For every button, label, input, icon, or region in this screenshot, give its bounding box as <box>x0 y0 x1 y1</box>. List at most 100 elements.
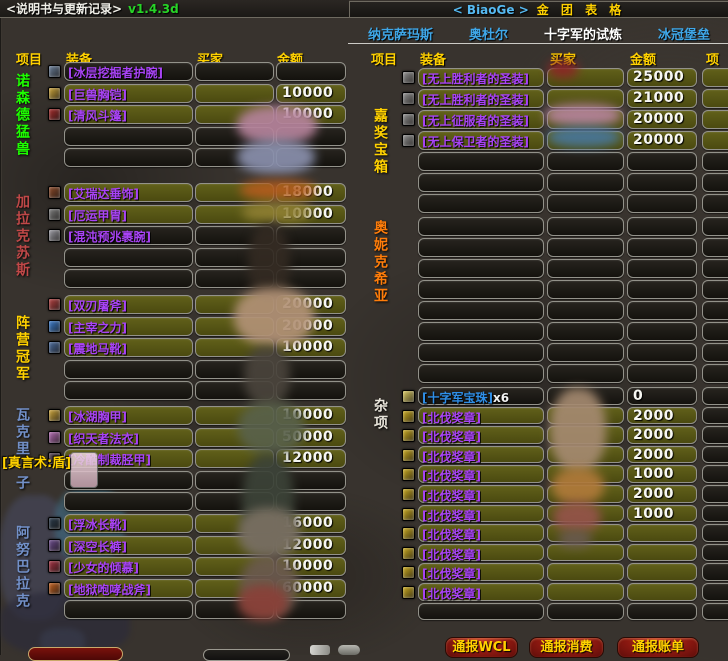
amount-field[interactable]: 20000 <box>627 131 697 150</box>
amount-field[interactable]: 20000 <box>627 110 697 129</box>
item-link[interactable]: [主宰之力] <box>68 320 127 335</box>
item-cell[interactable]: [少女的倾慕] <box>64 557 193 576</box>
amount-field[interactable] <box>627 238 697 257</box>
item-link[interactable]: [冰层挖掘者护腕] <box>68 66 163 80</box>
buyer-field[interactable] <box>547 238 624 257</box>
buyer-field[interactable] <box>547 343 624 362</box>
item-link[interactable]: [无上保卫者的圣装] <box>422 135 529 149</box>
item-cell[interactable] <box>418 364 544 383</box>
buyer-field[interactable] <box>195 83 274 103</box>
item-cell[interactable] <box>418 301 544 320</box>
item-cell[interactable]: [北伐奖章] <box>418 563 544 581</box>
item-link[interactable]: [震地马靴] <box>68 342 127 356</box>
buyer-field[interactable] <box>547 563 624 581</box>
item-link[interactable]: [少女的倾慕] <box>68 561 139 575</box>
item-cell[interactable]: [艾瑞达垂饰] <box>64 183 193 202</box>
amount-field[interactable]: 1000 <box>627 465 697 483</box>
item-cell[interactable]: [北伐奖章] <box>418 406 544 425</box>
buyer-field[interactable] <box>195 62 274 81</box>
buyer-field[interactable] <box>547 322 624 341</box>
amount-field[interactable] <box>627 194 697 213</box>
item-cell[interactable] <box>418 173 544 192</box>
buyer-field[interactable] <box>547 259 624 278</box>
item-cell[interactable]: [混沌预兆裹腕] <box>64 226 193 245</box>
item-link[interactable]: [北伐奖章] <box>422 508 481 523</box>
tab-1[interactable]: 纳克萨玛斯 <box>367 28 433 43</box>
item-cell[interactable]: [深空长裤] <box>64 535 193 555</box>
item-cell[interactable]: [清风斗篷] <box>64 105 193 124</box>
item-cell[interactable] <box>64 148 193 167</box>
item-link[interactable]: [浮冰长靴] <box>68 518 127 532</box>
amount-field[interactable]: 1000 <box>627 504 697 523</box>
buyer-field[interactable] <box>547 280 624 299</box>
item-cell[interactable]: [双刃屠斧] <box>64 295 193 314</box>
item-cell[interactable] <box>64 247 193 267</box>
item-cell[interactable] <box>418 217 544 236</box>
amount-field[interactable]: 21000 <box>627 89 697 108</box>
amount-field[interactable] <box>627 543 697 562</box>
amount-field[interactable] <box>627 583 697 601</box>
amount-field[interactable]: 10000 <box>276 83 346 103</box>
item-link[interactable]: [十字军宝珠]x6 <box>422 391 510 405</box>
item-link[interactable]: [无上征服者的圣装] <box>422 114 529 128</box>
item-cell[interactable]: [浮冰长靴] <box>64 514 193 533</box>
item-cell[interactable]: [主宰之力] <box>64 316 193 336</box>
item-link[interactable]: [北伐奖章] <box>422 567 481 582</box>
buyer-field[interactable] <box>547 364 624 383</box>
item-cell[interactable]: [无上胜利者的圣装] <box>418 89 544 108</box>
amount-field[interactable] <box>627 602 697 621</box>
item-cell[interactable]: [北伐奖章] <box>418 445 544 464</box>
item-cell[interactable] <box>64 359 193 379</box>
item-cell[interactable]: [冰层挖掘者护腕] <box>64 62 193 81</box>
amount-field[interactable] <box>627 364 697 383</box>
buyer-field[interactable] <box>547 173 624 192</box>
item-cell[interactable] <box>418 259 544 278</box>
cutoff-gray-box[interactable] <box>203 649 290 661</box>
cutoff-round-icon[interactable] <box>338 645 360 655</box>
item-cell[interactable] <box>64 269 193 288</box>
cutoff-minimap-icon[interactable] <box>310 645 330 655</box>
item-cell[interactable]: [北伐奖章] <box>418 543 544 562</box>
amount-field[interactable]: 2000 <box>627 485 697 503</box>
amount-field[interactable] <box>627 173 697 192</box>
item-link[interactable]: [混沌预兆裹腕] <box>68 230 151 244</box>
amount-field[interactable] <box>627 322 697 341</box>
item-link[interactable]: [巨兽胸铠] <box>68 87 127 102</box>
item-cell[interactable] <box>418 343 544 362</box>
item-link[interactable]: [艾瑞达垂饰] <box>68 187 139 201</box>
item-cell[interactable]: [北伐奖章] <box>418 504 544 523</box>
tab-2[interactable]: 奥杜尔 <box>468 28 508 43</box>
item-link[interactable]: [厄运甲胄] <box>68 208 127 223</box>
item-cell[interactable] <box>418 238 544 257</box>
amount-field[interactable]: 12000 <box>276 449 346 468</box>
buyer-field[interactable] <box>547 301 624 320</box>
item-link[interactable]: [北伐奖章] <box>422 528 481 543</box>
item-cell[interactable] <box>418 152 544 171</box>
amount-field[interactable]: 2000 <box>627 426 697 444</box>
item-cell[interactable] <box>64 126 193 146</box>
item-cell[interactable]: [织天者法衣] <box>64 427 193 447</box>
item-cell[interactable] <box>64 381 193 400</box>
buyer-field[interactable] <box>547 217 624 236</box>
report-consume-button[interactable]: 通报消费 <box>529 637 604 658</box>
amount-field[interactable] <box>627 152 697 171</box>
item-cell[interactable]: [厄运甲胄] <box>64 204 193 224</box>
item-cell[interactable] <box>418 194 544 213</box>
amount-field[interactable]: 25000 <box>627 68 697 87</box>
tab-4[interactable]: 冰冠堡垒 <box>657 28 710 43</box>
item-link[interactable]: [双刃屠斧] <box>68 299 127 313</box>
item-link[interactable]: [深空长裤] <box>68 539 127 554</box>
item-link[interactable]: [地狱咆哮战斧] <box>68 582 151 597</box>
item-cell[interactable] <box>418 322 544 341</box>
amount-field[interactable]: 2000 <box>627 445 697 464</box>
item-cell[interactable] <box>418 280 544 299</box>
buyer-field[interactable] <box>547 194 624 213</box>
amount-field[interactable] <box>276 62 346 81</box>
item-cell[interactable]: [北伐奖章] <box>418 426 544 444</box>
amount-field[interactable] <box>627 343 697 362</box>
buyer-field[interactable] <box>547 152 624 171</box>
amount-field[interactable] <box>627 259 697 278</box>
item-link[interactable]: [北伐奖章] <box>422 489 481 503</box>
cutoff-red-button[interactable] <box>28 647 123 661</box>
item-cell[interactable]: [北伐奖章] <box>418 583 544 601</box>
